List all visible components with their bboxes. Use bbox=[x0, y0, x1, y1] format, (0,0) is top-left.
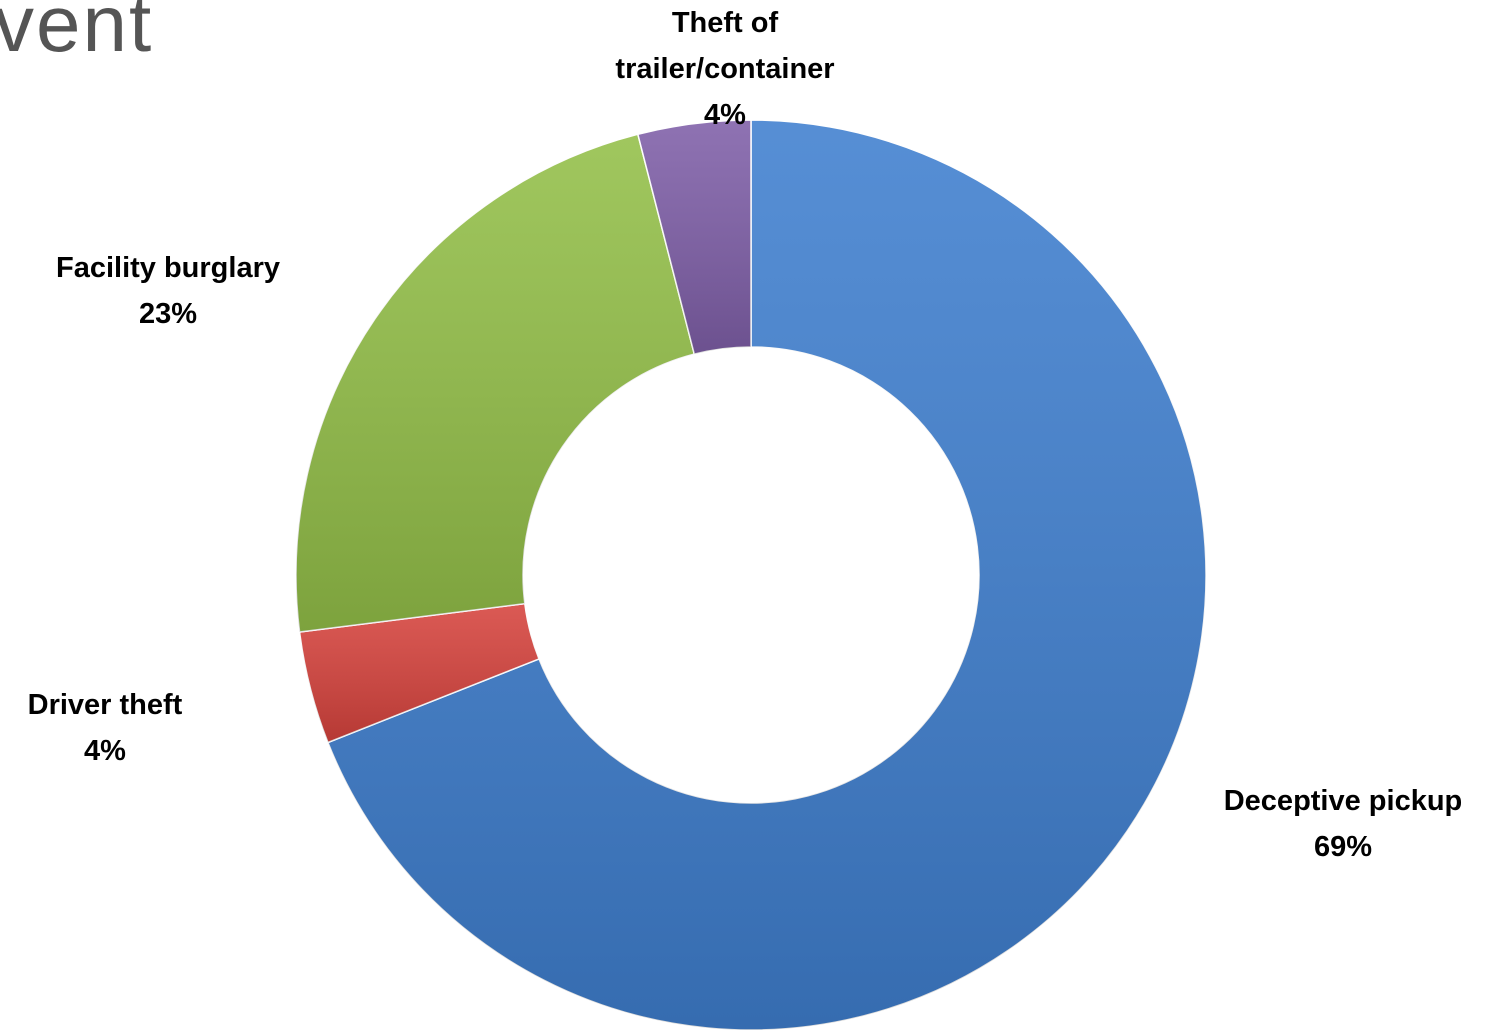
value-label: 69% bbox=[1313, 831, 1373, 863]
value-label: 4% bbox=[84, 735, 126, 767]
data-label: Deceptive pickup 69% bbox=[1193, 778, 1486, 870]
category-label: Driver theft bbox=[27, 689, 183, 721]
data-label: Theft of trailer/container 4% bbox=[585, 0, 865, 138]
data-label: Driver theft 4% bbox=[0, 682, 255, 774]
category-label: Facility burglary bbox=[55, 252, 280, 284]
value-label: 23% bbox=[138, 298, 198, 330]
data-label: Facility burglary 23% bbox=[8, 245, 328, 337]
category-label: Deceptive pickup bbox=[1223, 785, 1463, 817]
chart-title: vent bbox=[0, 0, 154, 68]
category-label: Theft of trailer/container bbox=[615, 7, 835, 85]
donut-slice bbox=[295, 133, 696, 633]
value-label: 4% bbox=[704, 99, 746, 131]
